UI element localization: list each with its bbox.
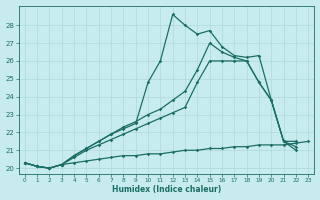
- X-axis label: Humidex (Indice chaleur): Humidex (Indice chaleur): [112, 185, 221, 194]
